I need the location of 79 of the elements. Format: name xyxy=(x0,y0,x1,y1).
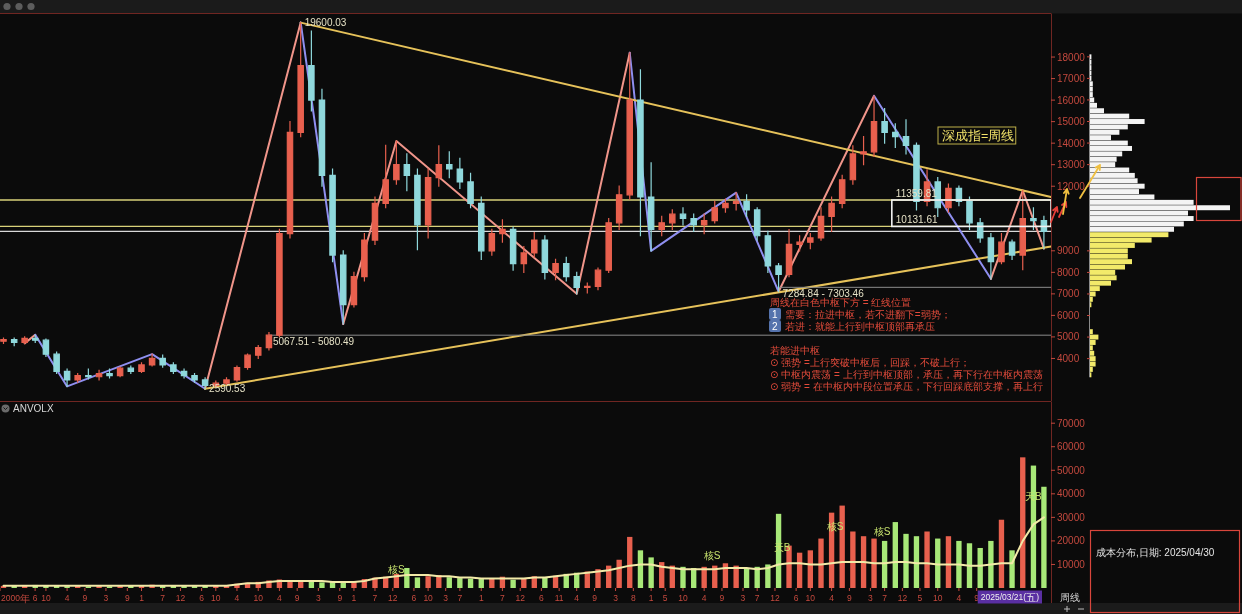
annotation: 7284.84 - 7303.46 xyxy=(782,287,865,299)
x-tick-label: 10 xyxy=(678,592,688,603)
y-tick-label: 60000 xyxy=(1057,441,1086,453)
x-tick-label: 7 xyxy=(160,592,166,603)
y-tick-label: 20000 xyxy=(1057,535,1086,547)
annotation: 周线在白色中枢下方 = 红线位置 xyxy=(770,296,912,308)
x-tick-label: 12 xyxy=(770,592,780,603)
x-tick-label: 9 xyxy=(124,592,130,603)
x-tick-label: 2000年 xyxy=(1,592,30,603)
annotation: 若能进中枢 xyxy=(770,344,820,356)
annotation: ⊙ 中枢内震荡 = 上行到中枢顶部，承压，再下行在中枢内震荡 xyxy=(770,368,1043,380)
x-tick-label: 10 xyxy=(41,592,51,603)
chart-title: ANVOLX xyxy=(13,403,54,414)
annotation: 2590.53 xyxy=(209,383,246,395)
x-tick-label: 7 xyxy=(372,592,378,603)
x-tick-label: 1 xyxy=(351,592,357,603)
x-tick-label: 6 xyxy=(32,592,38,603)
x-tick-label: 7 xyxy=(882,592,888,603)
x-tick-label: 3 xyxy=(103,592,109,603)
x-tick-label: 6 xyxy=(793,592,799,603)
y-tick-label: 50000 xyxy=(1057,464,1086,476)
x-tick-label: 7 xyxy=(457,592,463,603)
x-tick-label: 9 xyxy=(294,592,300,603)
x-tick-label: 12 xyxy=(388,592,398,603)
x-tick-label: 3 xyxy=(315,592,321,603)
x-tick-label: 4 xyxy=(64,592,70,603)
x-tick-label: 10 xyxy=(423,592,434,603)
x-tick-label: 1 xyxy=(478,592,484,603)
x-tick-label: 9 xyxy=(719,592,725,603)
x-tick-label: 4 xyxy=(234,592,240,603)
y-tick-label: 30000 xyxy=(1057,511,1086,523)
annotation: 19600.03 xyxy=(304,17,347,29)
x-tick-label: 10 xyxy=(805,592,816,603)
annotation: 核S xyxy=(387,564,406,576)
y-tick-label: 10000 xyxy=(1057,558,1086,570)
x-tick-label: 4 xyxy=(956,592,962,603)
x-tick-label: 5 xyxy=(917,592,923,603)
x-tick-label: 10 xyxy=(933,592,943,603)
x-tick-label: 9 xyxy=(847,592,853,603)
x-tick-label: 6 xyxy=(411,592,417,603)
x-tick-label: 9 xyxy=(592,592,598,603)
x-tick-label: 4 xyxy=(701,592,707,603)
x-tick-label: 10 xyxy=(211,592,221,603)
text: 周线 xyxy=(1060,591,1080,603)
annotation: 核S xyxy=(872,525,891,537)
x-tick-label: 12 xyxy=(175,592,186,603)
text: 成本分布,日期: 2025/04/30 xyxy=(1096,546,1215,558)
x-tick-label: 3 xyxy=(868,592,874,603)
annotation: 2 若进：就能上行到中枢顶部再承压 xyxy=(772,320,935,332)
annotation: 5067.51 - 5080.49 xyxy=(272,335,355,347)
x-tick-label: 9 xyxy=(337,592,343,603)
x-tick-label: 7 xyxy=(754,592,760,603)
annotation: 10131.61 xyxy=(895,213,938,225)
x-tick-label: 3 xyxy=(613,592,619,603)
x-tick-label: 11 xyxy=(554,592,564,603)
x-tick-label: 6 xyxy=(539,592,544,603)
annotation: ⊙ 弱势 = 在中枢内中段位置承压，下行回踩底部支撑，再上行 xyxy=(770,380,1043,392)
x-tick-label: 1 xyxy=(648,592,654,603)
x-tick-label: 7 xyxy=(500,592,506,603)
x-tick-label: 3 xyxy=(443,592,449,603)
x-tick-label: 6 xyxy=(199,592,205,603)
x-tick-label: 4 xyxy=(829,592,835,603)
y-tick-label: 40000 xyxy=(1057,488,1086,500)
y-tick-label: 70000 xyxy=(1057,417,1086,429)
x-tick-label: 12 xyxy=(515,592,526,603)
x-tick-label: 10 xyxy=(253,592,264,603)
x-tick-label: 8 xyxy=(630,592,636,603)
annotation: ⊙ 强势 =上行突破中枢后，回踩，不破上行； xyxy=(770,356,970,368)
annotation: 核S xyxy=(702,549,721,561)
x-tick-label: 4 xyxy=(574,592,580,603)
x-tick-label: 9 xyxy=(82,592,88,603)
x-tick-label: 4 xyxy=(277,592,283,603)
text: 2025/03/21(五) xyxy=(980,591,1040,603)
x-tick-label: 12 xyxy=(897,592,908,603)
text: 深成指=周线 xyxy=(942,128,1015,143)
x-tick-label: 1 xyxy=(139,592,145,603)
x-tick-label: 5 xyxy=(662,592,668,603)
x-tick-label: 3 xyxy=(740,592,746,603)
annotation: 1 需要：拉进中枢，若不进翻下=弱势； xyxy=(772,308,951,320)
